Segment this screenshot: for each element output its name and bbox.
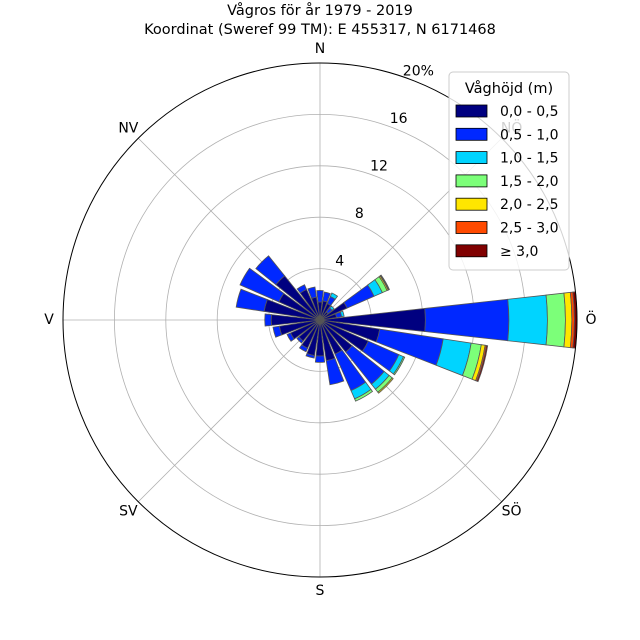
radial-tick-label-0: 4 <box>335 254 344 270</box>
legend-label-2: 1,0 - 1,5 <box>500 151 558 167</box>
rose-bar-315-bin-1 <box>255 255 286 286</box>
legend-swatch-6 <box>455 244 488 258</box>
rose-bar-30-bin-2 <box>329 292 339 300</box>
legend-swatch-3 <box>455 174 488 188</box>
rose-bar-255-bin-1 <box>272 325 283 338</box>
direction-label-2: V <box>44 312 54 328</box>
rose-bar-300-bin-1 <box>239 267 285 303</box>
radial-tick-label-3: 16 <box>390 111 408 127</box>
rose-bar-0-bin-1 <box>316 290 324 303</box>
legend-label-6: ≥ 3,0 <box>500 244 538 260</box>
grid-spoke-3 <box>137 319 321 503</box>
rose-bar-330-bin-1 <box>296 284 308 294</box>
legend-label-0: 0,0 - 0,5 <box>500 104 558 120</box>
direction-label-1: NV <box>118 120 138 136</box>
legend-label-4: 2,0 - 2,5 <box>500 197 558 213</box>
radial-tick-label-1: 8 <box>355 206 364 222</box>
chart-title: Vågros för år 1979 - 2019 <box>227 2 413 19</box>
chart-subtitle: Koordinat (Sweref 99 TM): E 455317, N 61… <box>144 22 496 38</box>
legend-swatch-5 <box>455 221 488 234</box>
legend-label-3: 1,5 - 2,0 <box>500 174 558 190</box>
rose-bar-225-bin-1 <box>296 336 304 344</box>
legend-items: 0,0 - 0,5 0,5 - 1,0 1,0 - 1,5 1,5 - 2,0 2,0 … <box>455 104 558 260</box>
legend-label-5: 2,5 - 3,0 <box>500 221 558 237</box>
rose-bar-180-bin-1 <box>314 355 326 363</box>
direction-label-3: SV <box>119 504 138 520</box>
legend-frame <box>448 71 570 271</box>
rose-bar-195-bin-1 <box>305 353 316 359</box>
direction-label-0: N <box>315 41 325 57</box>
rose-bar-15-bin-1 <box>322 291 331 303</box>
legend: Våghöjd (m) 0,0 - 0,5 0,5 - 1,0 1,0 - 1,5 1… <box>448 71 570 271</box>
legend-label-1: 0,5 - 1,0 <box>500 127 558 143</box>
rose-bar-120-bin-3 <box>392 356 406 376</box>
rose-bar-285-bin-1 <box>235 288 268 312</box>
outer-ring <box>62 62 578 578</box>
rose-bar-240-bin-1 <box>286 332 295 342</box>
rose-bar-270-bin-1 <box>264 313 272 327</box>
legend-title: Våghöjd (m) <box>465 80 553 97</box>
rose-bar-75-bin-2 <box>339 310 345 318</box>
legend-swatch-1 <box>455 127 488 141</box>
radial-tick-label-4: 20% <box>403 64 434 80</box>
rose-bar-90-bin-2 <box>507 294 548 346</box>
legend-swatch-4 <box>455 197 488 211</box>
rose-bar-210-bin-1 <box>298 344 309 353</box>
direction-label-4: S <box>316 583 325 599</box>
rose-bars <box>235 255 578 402</box>
rose-bar-345-bin-1 <box>307 286 317 299</box>
radial-tick-label-2: 12 <box>370 159 388 175</box>
rose-bar-90-bin-4 <box>563 291 573 349</box>
rose-bar-135-bin-4 <box>377 377 394 394</box>
rose-bar-60-bin-6 <box>380 274 390 291</box>
rose-bar-45-bin-2 <box>329 305 335 311</box>
direction-label-5: SÖ <box>502 502 522 520</box>
legend-swatch-0 <box>455 104 488 118</box>
direction-label-6: Ö <box>585 310 596 328</box>
rose-bar-90-bin-3 <box>545 292 566 348</box>
rose-bar-105-bin-6 <box>476 345 489 383</box>
rose-bar-90-bin-1 <box>424 298 510 342</box>
legend-swatch-2 <box>455 151 488 165</box>
rose-bar-165-bin-1 <box>325 357 345 386</box>
rose-bar-150-bin-3 <box>354 388 374 402</box>
